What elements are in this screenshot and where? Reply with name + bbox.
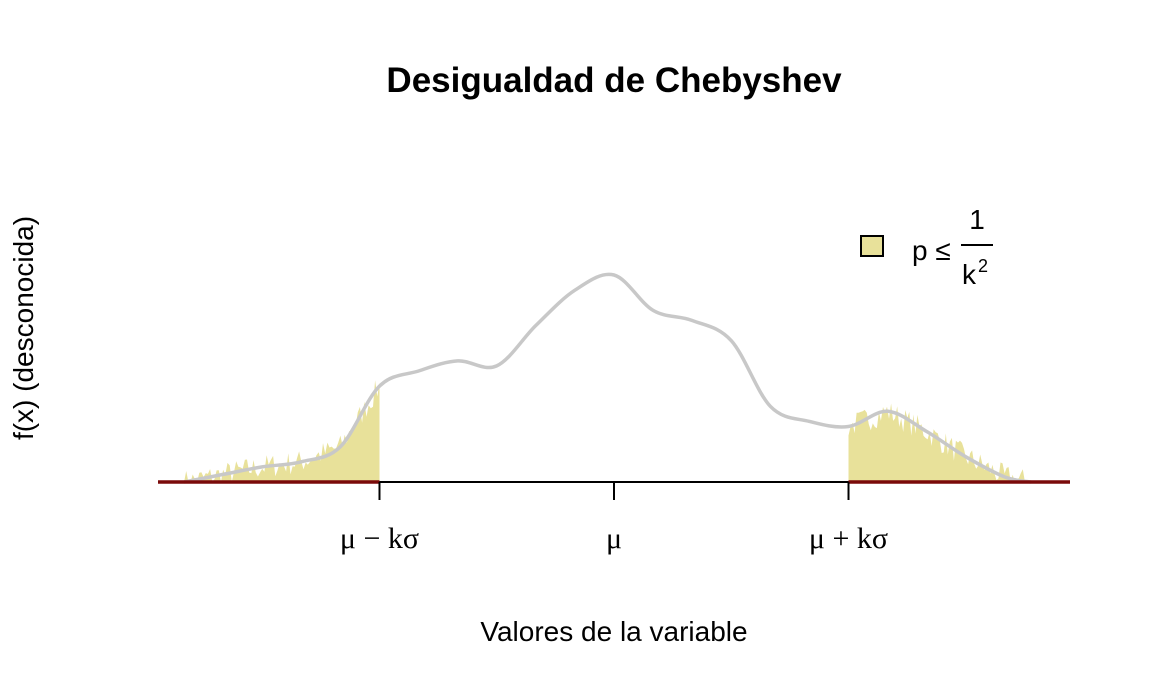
legend-denominator: k	[962, 259, 977, 290]
x-ticks: μ − kσ μ μ + kσ	[340, 482, 888, 555]
y-axis-label: f(x) (desconocida)	[8, 216, 39, 440]
right-tail-area	[848, 403, 1031, 482]
legend-swatch	[860, 235, 884, 257]
legend: p ≤ 1 k 2	[860, 204, 993, 290]
x-tick-label-0: μ − kσ	[340, 522, 419, 555]
left-tail-area	[184, 380, 380, 482]
legend-label-prefix: p ≤	[912, 235, 951, 266]
x-tick-label-1: μ	[606, 522, 622, 555]
legend-numerator: 1	[969, 204, 985, 235]
x-tick-label-2: μ + kσ	[809, 522, 888, 555]
chart-title: Desigualdad de Chebyshev	[386, 61, 842, 100]
legend-exponent: 2	[978, 256, 988, 276]
x-axis-label: Valores de la variable	[480, 616, 747, 647]
density-curve	[183, 272, 1032, 484]
plot-area: μ − kσ μ μ + kσ	[158, 272, 1070, 555]
tail-shading	[184, 380, 1031, 482]
